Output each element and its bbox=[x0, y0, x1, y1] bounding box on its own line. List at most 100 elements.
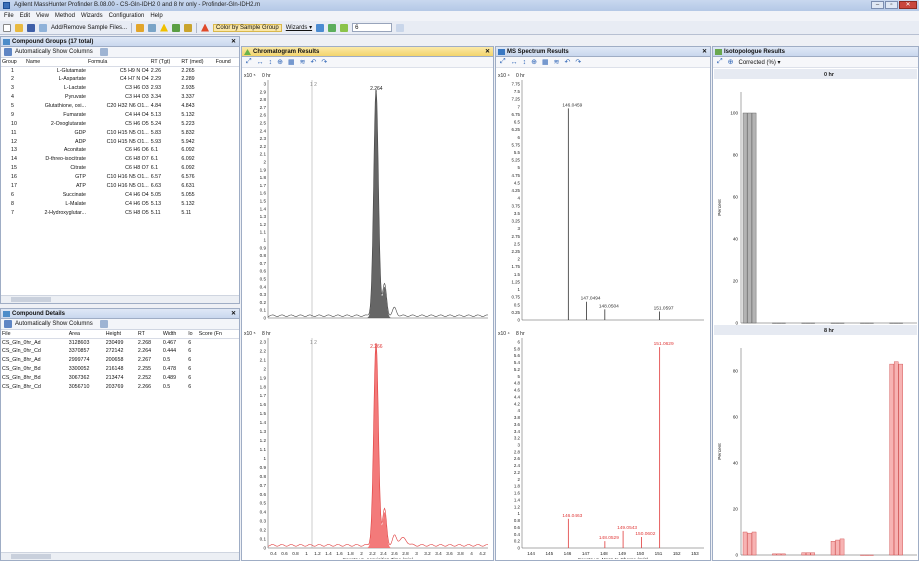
menu-view[interactable]: View bbox=[36, 13, 49, 19]
panel-close-icon[interactable]: ✕ bbox=[230, 311, 236, 317]
autoscale-x-icon[interactable]: ↔ bbox=[256, 58, 264, 66]
table-row[interactable]: 9 Fumarate C4 H4 O4 5.13 5.132 bbox=[1, 110, 239, 119]
column-header-height[interactable]: Height bbox=[104, 330, 137, 339]
horizontal-scrollbar[interactable] bbox=[1, 295, 239, 303]
menu-file[interactable]: File bbox=[4, 13, 14, 19]
horizontal-scrollbar[interactable] bbox=[1, 552, 239, 560]
columns-icon[interactable] bbox=[4, 320, 12, 328]
filter-icon[interactable] bbox=[316, 23, 325, 32]
table-row[interactable]: 14 D-threo-isocitrate C6 H8 O7 6.1 6.092 bbox=[1, 155, 239, 164]
panel-close-icon[interactable]: ✕ bbox=[230, 39, 236, 45]
add-files-icon[interactable] bbox=[39, 23, 47, 32]
column-header-rt-med[interactable]: RT (med) bbox=[180, 58, 215, 67]
table-row[interactable]: 8 L-Malate C4 H6 O5 5.13 5.132 bbox=[1, 199, 239, 208]
menu-configuration[interactable]: Configuration bbox=[108, 13, 145, 19]
autoscale-y-icon[interactable]: ↕ bbox=[522, 58, 527, 66]
autoscale-x-icon[interactable]: ↔ bbox=[510, 58, 518, 66]
table-row[interactable]: CS_Gln_8hr_Bd 3067362 213474 2.252 0.489 6 bbox=[1, 374, 239, 383]
table-row[interactable]: 5 Glutathione, oxi... C20 H32 N6 O1... 4.84… bbox=[1, 102, 239, 111]
table-row[interactable]: 2 L-Aspartate C4 H7 N O4 2.29 2.289 bbox=[1, 75, 239, 84]
isotope-chart-icon[interactable] bbox=[184, 23, 193, 32]
overlay-icon[interactable]: ≋ bbox=[299, 59, 306, 66]
zoom-icon[interactable]: ⊕ bbox=[531, 59, 537, 66]
panel-close-icon[interactable]: ✕ bbox=[701, 49, 707, 55]
menu-help[interactable]: Help bbox=[150, 13, 163, 19]
auto-columns-button[interactable]: Automatically Show Columns bbox=[15, 49, 93, 55]
panel-close-icon[interactable]: ✕ bbox=[484, 49, 490, 55]
warning-icon[interactable] bbox=[160, 23, 169, 32]
table-row[interactable]: 15 Citrate C6 H8 O7 6.1 6.092 bbox=[1, 164, 239, 173]
column-header-width[interactable]: Width bbox=[161, 330, 188, 339]
mountain-icon[interactable] bbox=[340, 23, 349, 32]
zoom-icon[interactable]: ⊕ bbox=[277, 59, 283, 66]
table-settings-icon[interactable] bbox=[99, 48, 108, 56]
table-row[interactable]: 7 2-Hydroxyglutar... C5 H8 O5 5.11 5.11 bbox=[1, 208, 239, 217]
open-folder-icon[interactable] bbox=[15, 23, 23, 32]
undo-icon[interactable]: ↶ bbox=[310, 59, 317, 66]
column-header-rt[interactable]: RT bbox=[136, 330, 162, 339]
ms-spectrum-plot[interactable]: x10 ⁴ 0 hr 7.75 7.5 7.25 7 6.75 6.5 6.25 6 5.75 5.5… bbox=[496, 68, 710, 561]
peak-icon[interactable] bbox=[328, 23, 337, 32]
scrollbar-thumb[interactable] bbox=[11, 554, 51, 559]
table-row[interactable]: 12 ADP C10 H15 N5 O1... 5.93 5.942 bbox=[1, 137, 239, 146]
chromatogram-plot[interactable]: x10 ⁵ 0 hr 3 2.9 2.8 2.7 2.6 2.5 2.4 2.3 2.2 2.1 2 1.… bbox=[242, 68, 493, 561]
wizards-dropdown[interactable]: Wizards ▾ bbox=[285, 25, 313, 31]
table-row[interactable]: CS_Gln_8hr_Cd 3056710 203769 2.266 0.5 6 bbox=[1, 382, 239, 391]
menu-wizards[interactable]: Wizards bbox=[80, 13, 103, 19]
table-row[interactable]: 17 ATP C10 H16 N5 O1... 6.63 6.631 bbox=[1, 182, 239, 191]
column-header-rt-tgt[interactable]: RT (Tgt) bbox=[149, 58, 181, 67]
column-header-score[interactable]: Score (Fn bbox=[197, 330, 239, 339]
table-row[interactable]: 13 Aconitate C6 H6 O6 6.1 6.092 bbox=[1, 146, 239, 155]
column-header-found[interactable]: Found bbox=[214, 58, 239, 67]
chart-icon[interactable] bbox=[136, 23, 145, 32]
redo-icon[interactable]: ↷ bbox=[321, 59, 328, 66]
corrected-dropdown[interactable]: Corrected (%) ▾ bbox=[738, 59, 781, 66]
table-icon[interactable]: ▦ bbox=[541, 59, 549, 66]
table-row[interactable]: CS_Gln_8hr_Ad 2999774 200658 2.267 0.5 6 bbox=[1, 356, 239, 365]
menu-method[interactable]: Method bbox=[54, 13, 75, 19]
column-header-name[interactable]: Name bbox=[25, 58, 87, 67]
column-header-area[interactable]: Area bbox=[67, 330, 105, 339]
table-row[interactable]: CS_Gln_0hr_Bd 3300052 216148 2.255 0.478 6 bbox=[1, 365, 239, 374]
column-header-formula[interactable]: Formula bbox=[86, 58, 150, 67]
isotopologue-plot[interactable]: 0 hr 100 80 60 40 20 0 Percent 8 hr 80 60 40 20 0 Perc… bbox=[713, 68, 918, 561]
auto-columns-button[interactable]: Automatically Show Columns bbox=[15, 321, 93, 327]
overlay-icon[interactable]: ≋ bbox=[553, 59, 560, 66]
close-button[interactable]: ✕ bbox=[899, 1, 917, 9]
table-row[interactable]: CS_Gln_0hr_Cd 3370857 272142 2.264 0.444 6 bbox=[1, 347, 239, 356]
table-icon[interactable]: ▦ bbox=[287, 59, 295, 66]
table-row[interactable]: CS_Gln_0hr_Ad 3128603 230499 2.268 0.467 6 bbox=[1, 338, 239, 347]
autoscale-icon[interactable]: ⤢ bbox=[717, 58, 723, 65]
table-row[interactable]: 1 L-Glutamate C5 H9 N O4 2.26 2.265 bbox=[1, 66, 239, 75]
save-icon[interactable] bbox=[27, 23, 35, 32]
bar-chart-icon[interactable] bbox=[172, 23, 181, 32]
undo-icon[interactable]: ↶ bbox=[564, 59, 571, 66]
minimize-button[interactable]: – bbox=[871, 1, 884, 9]
number-select[interactable]: 6 bbox=[352, 23, 393, 32]
menu-edit[interactable]: Edit bbox=[19, 13, 31, 19]
table-row[interactable]: 16 GTP C10 H16 N5 O1... 6.57 6.576 bbox=[1, 173, 239, 182]
new-icon[interactable] bbox=[3, 23, 11, 32]
column-header-file[interactable]: File bbox=[1, 330, 68, 339]
add-remove-files-button[interactable]: Add/Remove Sample Files... bbox=[51, 24, 128, 31]
redo-icon[interactable]: ↷ bbox=[575, 59, 582, 66]
autoscale-icon[interactable]: ⤢ bbox=[246, 58, 252, 65]
zoom-icon[interactable]: ⊕ bbox=[727, 59, 734, 66]
layout-icon[interactable] bbox=[396, 23, 405, 32]
columns-icon[interactable] bbox=[4, 48, 12, 56]
autoscale-y-icon[interactable]: ↕ bbox=[268, 58, 273, 66]
column-header-io[interactable]: Io bbox=[187, 330, 198, 339]
table-row[interactable]: 10 2-Oxoglutarate C5 H6 O5 5.24 5.223 bbox=[1, 119, 239, 128]
color-group-icon[interactable] bbox=[201, 23, 210, 32]
scrollbar-thumb[interactable] bbox=[11, 297, 51, 302]
color-by-sample-group-button[interactable]: Color by Sample Group bbox=[213, 23, 282, 32]
autoscale-icon[interactable]: ⤢ bbox=[500, 58, 506, 65]
table-row[interactable]: 11 GDP C10 H15 N5 O1... 5.83 5.832 bbox=[1, 128, 239, 137]
maximize-button[interactable]: ▫ bbox=[885, 1, 898, 9]
column-header-group[interactable]: Group bbox=[1, 58, 26, 67]
table-row[interactable]: 6 Succinate C4 H6 O4 5.05 5.055 bbox=[1, 190, 239, 199]
grid-icon[interactable] bbox=[148, 23, 157, 32]
table-settings-icon[interactable] bbox=[99, 320, 108, 328]
table-row[interactable]: 3 L-Lactate C3 H6 O3 2.93 2.935 bbox=[1, 84, 239, 93]
table-row[interactable]: 4 Pyruvate C3 H4 O3 3.34 3.337 bbox=[1, 93, 239, 102]
